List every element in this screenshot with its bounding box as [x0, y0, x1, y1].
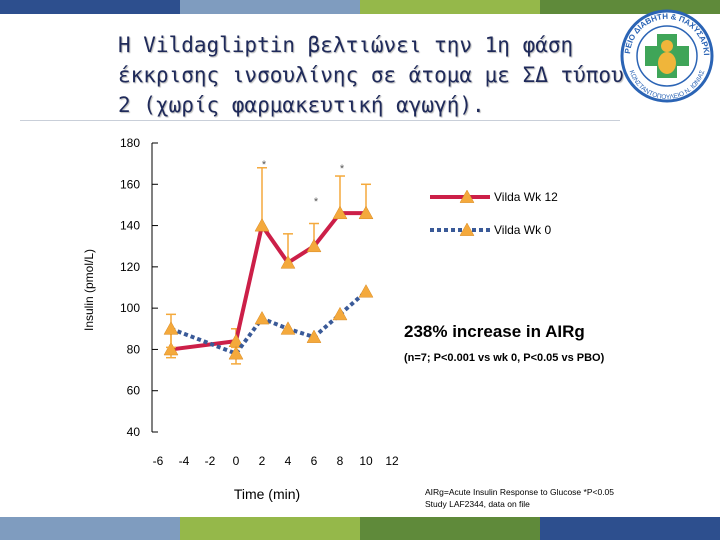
x-tick-label: 10: [359, 454, 373, 468]
page-title: Η Vildagliptin βελτιώνει την 1η φάση έκκ…: [118, 30, 624, 120]
footer-bar-segment: [180, 517, 360, 540]
legend: Vilda Wk 12 Vilda Wk 0: [430, 189, 558, 237]
series-group: * * *: [163, 159, 374, 365]
legend-marker: [459, 189, 475, 203]
logo-figure-head: [661, 40, 673, 52]
clinic-logo: ΙΑΤΡΕΙΟ ΔΙΑΒΗΤΗ & ΠΑΧΥΣΑΡΚΙΑΣ ΚΩΝΣΤΑΝΤΟΠ…: [614, 6, 714, 103]
x-axis-label: Time (min): [234, 486, 300, 502]
legend-label: Vilda Wk 12: [494, 190, 558, 204]
footnote: AIRg=Acute Insulin Response to Glucose *…: [425, 486, 614, 510]
title-line: Η Vildagliptin βελτιώνει την 1η φάση: [118, 33, 574, 57]
x-tick-label: 2: [259, 454, 266, 468]
significance-marker: *: [340, 163, 345, 175]
data-point-marker: [306, 329, 322, 343]
legend-label: Vilda Wk 0: [494, 223, 551, 237]
y-tick-label: 140: [120, 219, 140, 233]
footnote-line: Study LAF2344, data on file: [425, 499, 530, 509]
x-tick-label: -2: [205, 454, 216, 468]
footer-bar-segment: [360, 517, 540, 540]
legend-marker: [459, 222, 475, 236]
title-line: έκκρισης ινσουλίνης σε άτομα με ΣΔ τύπου: [118, 63, 624, 87]
increase-annotation: 238% increase in AIRg: [404, 322, 585, 341]
data-point-marker: [358, 284, 374, 298]
footer-bar-segment: [540, 517, 720, 540]
header-bar-segment: [0, 0, 180, 14]
y-tick-label: 100: [120, 301, 140, 315]
header-color-bar: [0, 0, 720, 14]
stats-annotation: (n=7; P<0.001 vs wk 0, P<0.05 vs PBO): [404, 352, 605, 364]
axes-group: 40 60 80 100 120 140 160 180 -6 -4 -2 0 2 4 6 8 10 12: [120, 136, 399, 468]
significance-marker: *: [262, 159, 267, 171]
x-tick-label: -6: [153, 454, 164, 468]
data-point-marker: [228, 346, 244, 360]
y-axis-label: Insulin (pmol/L): [82, 249, 96, 331]
data-point-marker: [358, 205, 374, 220]
data-point-marker: [280, 321, 296, 335]
data-point-marker: [280, 255, 296, 269]
significance-marker: *: [314, 196, 319, 208]
footer-bar-segment: [0, 517, 180, 540]
y-tick-label: 40: [127, 425, 141, 439]
y-tick-label: 80: [127, 342, 141, 356]
data-point-marker: [306, 238, 322, 253]
y-tick-label: 120: [120, 260, 140, 274]
logo-figure-body: [658, 52, 676, 74]
footnote-line: AIRg=Acute Insulin Response to Glucose *…: [425, 487, 615, 497]
data-point-marker: [163, 321, 179, 335]
x-tick-label: 6: [311, 454, 318, 468]
header-bar-segment: [360, 0, 540, 14]
x-tick-label: -4: [179, 454, 190, 468]
y-tick-label: 60: [127, 384, 141, 398]
x-tick-label: 12: [385, 454, 399, 468]
x-tick-label: 8: [337, 454, 344, 468]
y-tick-label: 160: [120, 177, 140, 191]
title-divider: [20, 120, 620, 121]
y-tick-label: 180: [120, 136, 140, 150]
title-line: 2 (χωρίς φαρμακευτική αγωγή).: [118, 93, 485, 117]
data-point-marker: [332, 306, 348, 321]
series-line: [170, 211, 366, 352]
footer-color-bar: [0, 517, 720, 540]
header-bar-segment: [180, 0, 360, 14]
x-tick-label: 0: [233, 454, 240, 468]
data-point-marker: [332, 205, 348, 220]
data-point-marker: [254, 310, 270, 325]
x-tick-label: 4: [285, 454, 292, 468]
data-point-marker: [163, 341, 179, 356]
data-point-marker: [254, 218, 270, 232]
